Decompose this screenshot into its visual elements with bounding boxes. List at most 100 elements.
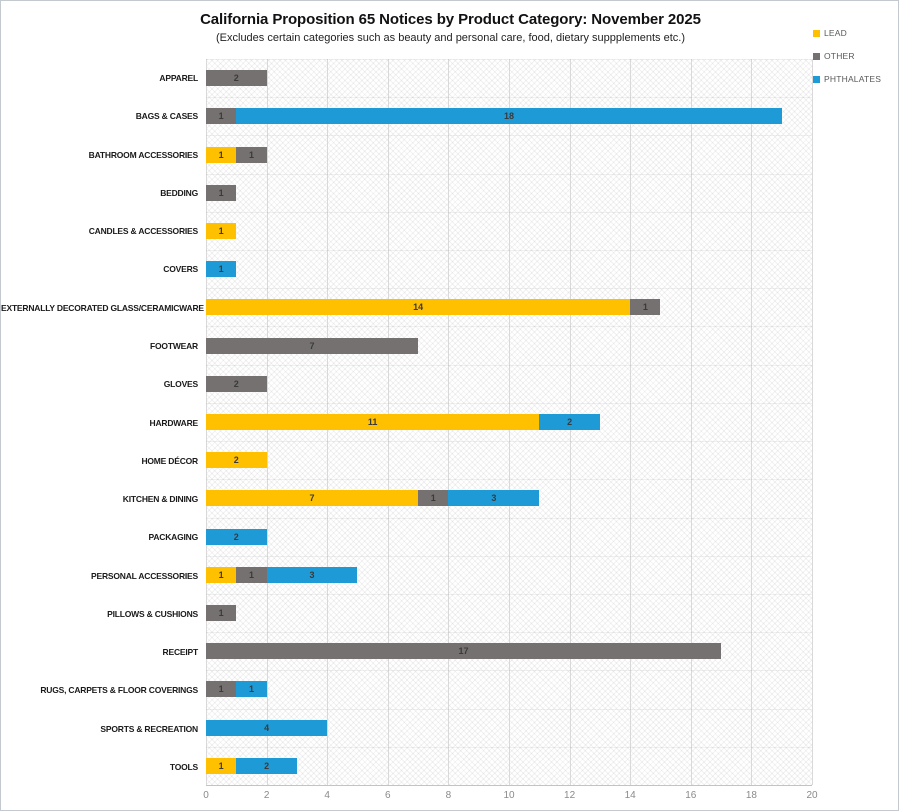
x-axis: 0 2 4 6 8 10 12 14 16 18 20 [203, 786, 817, 806]
bar-value-label: 1 [642, 302, 648, 313]
category-label: PACKAGING [148, 532, 198, 543]
bar-segment-phthalates: 2 [236, 757, 297, 774]
bar-segment-phthalates: 3 [266, 566, 358, 583]
row-separator-line [206, 326, 812, 328]
x-tick-label: 6 [385, 790, 391, 801]
row-separator-line [206, 288, 812, 290]
x-tick-label: 10 [503, 790, 515, 801]
stacked-bar: 7 1 3 [206, 490, 812, 507]
bar-value-label: 1 [218, 569, 224, 580]
stacked-bar: 1 18 [206, 108, 812, 125]
gridline [690, 59, 692, 785]
plot-area: 2 1 18 1 1 1 1 1 14 1 7 2 11 2 2 7 1 3 2 1 1 3 1 17 1 1 4 1 2 [206, 59, 813, 786]
legend-label: LEAD [824, 28, 848, 38]
bar-value-label: 7 [309, 493, 315, 504]
row-separator-line [206, 211, 812, 213]
category-label: EXTERNALLY DECORATED GLASS/CERAMICWARE [1, 302, 204, 313]
row-separator-line [206, 173, 812, 175]
bar-value-label: 1 [218, 608, 224, 619]
bar-segment-phthalates: 2 [539, 413, 600, 430]
row-separator-line [206, 593, 812, 595]
bar-segment-other: 1 [236, 146, 267, 163]
bar-value-label: 1 [218, 760, 224, 771]
row-separator-line [206, 441, 812, 443]
bar-row: 7 [206, 326, 812, 364]
x-tick-label: 12 [564, 790, 576, 801]
stacked-bar: 2 [206, 375, 812, 392]
bar-value-label: 2 [264, 760, 270, 771]
legend-item: OTHER [813, 51, 893, 61]
row-separator-line [206, 555, 812, 557]
legend-swatch-icon [813, 75, 820, 83]
bar-segment-lead: 1 [206, 757, 237, 774]
category-label: TOOLS [169, 761, 198, 772]
bar-value-label: 14 [413, 302, 424, 313]
row-separator-line [206, 250, 812, 252]
x-tick-label: 14 [624, 790, 636, 801]
category-label: KITCHEN & DINING [122, 494, 198, 505]
bar-value-label: 2 [567, 416, 573, 427]
stacked-bar: 11 2 [206, 413, 812, 430]
legend-swatch-icon [813, 29, 820, 37]
category-label: RECEIPT [162, 647, 199, 658]
chart-title: California Proposition 65 Notices by Pro… [200, 11, 701, 28]
category-label: PERSONAL ACCESSORIES [91, 570, 198, 581]
row-separator-line [206, 708, 812, 710]
x-tick-label: 2 [263, 790, 270, 801]
legend-label: OTHER [824, 51, 855, 61]
bar-row: 1 [206, 212, 812, 250]
bar-value-label: 1 [218, 149, 224, 160]
category-label: FOOTWEAR [150, 340, 198, 351]
category-label: HARDWARE [149, 417, 199, 428]
bar-row: 14 1 [206, 288, 812, 326]
bar-segment-lead: 1 [206, 222, 237, 239]
stacked-bar: 2 [206, 528, 812, 545]
stacked-bar: 1 [206, 184, 812, 201]
row-separator-line [206, 632, 812, 634]
bar-value-label: 17 [458, 646, 469, 657]
bar-row: 1 1 3 [206, 556, 812, 594]
bar-segment-other: 1 [206, 184, 237, 201]
bar-value-label: 1 [248, 149, 254, 160]
row-separator-line [206, 517, 812, 519]
bar-segment-phthalates: 1 [206, 261, 237, 278]
category-label: SPORTS & RECREATION [100, 723, 198, 734]
bar-value-label: 1 [248, 569, 254, 580]
bar-segment-other: 1 [630, 299, 661, 316]
bar-value-label: 18 [503, 111, 514, 122]
x-tick-label: 8 [445, 790, 452, 801]
legend-item: LEAD [813, 28, 893, 38]
category-label: CANDLES & ACCESSORIES [88, 226, 199, 237]
gridline [630, 59, 632, 785]
stacked-bar: 7 [206, 337, 812, 354]
category-label: BEDDING [160, 187, 198, 198]
bar-value-label: 1 [218, 684, 224, 695]
gridline [751, 59, 753, 785]
row-separator-line [206, 785, 812, 786]
category-label: COVERS [163, 264, 198, 275]
row-separator-line [206, 402, 812, 404]
bar-value-label: 1 [218, 187, 224, 198]
bar-value-label: 1 [218, 264, 224, 275]
category-label: BATHROOM ACCESSORIES [88, 149, 199, 160]
bar-value-label: 7 [309, 340, 315, 351]
bar-value-label: 1 [218, 225, 224, 236]
row-separator-line [206, 670, 812, 672]
bar-row: 1 [206, 174, 812, 212]
row-separator-line [206, 97, 812, 99]
bar-row: 2 [206, 59, 812, 97]
bar-value-label: 2 [233, 73, 239, 84]
chart-subtitle: (Excludes certain categories such as bea… [216, 32, 685, 44]
row-separator-line [206, 364, 812, 366]
bar-value-label: 4 [264, 722, 270, 733]
bar-value-label: 1 [218, 111, 224, 122]
bar-row: 2 [206, 365, 812, 403]
bar-segment-other: 2 [206, 70, 267, 87]
bar-segment-phthalates: 18 [236, 108, 782, 125]
bar-row: 7 1 3 [206, 479, 812, 517]
stacked-bar: 4 [206, 719, 812, 736]
bar-segment-other: 1 [418, 490, 449, 507]
